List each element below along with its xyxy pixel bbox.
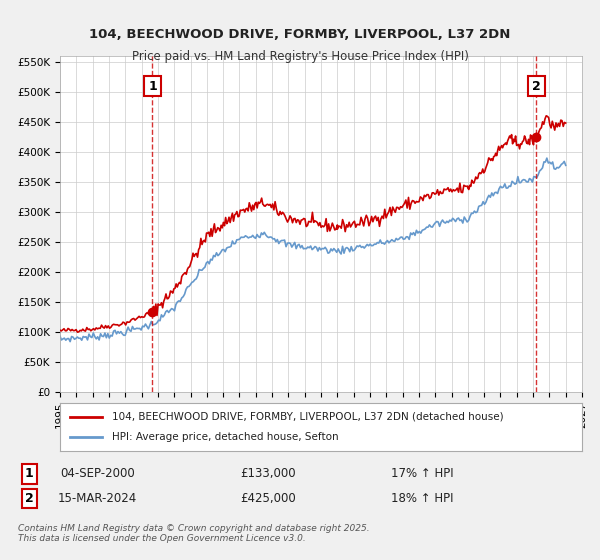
Text: Price paid vs. HM Land Registry's House Price Index (HPI): Price paid vs. HM Land Registry's House …: [131, 50, 469, 63]
Text: 15-MAR-2024: 15-MAR-2024: [58, 492, 137, 505]
Text: £425,000: £425,000: [241, 492, 296, 505]
Text: 2: 2: [532, 80, 541, 92]
Text: Contains HM Land Registry data © Crown copyright and database right 2025.
This d: Contains HM Land Registry data © Crown c…: [18, 524, 370, 543]
Text: 04-SEP-2000: 04-SEP-2000: [60, 468, 135, 480]
Text: £133,000: £133,000: [241, 468, 296, 480]
Text: 17% ↑ HPI: 17% ↑ HPI: [391, 468, 454, 480]
Text: 104, BEECHWOOD DRIVE, FORMBY, LIVERPOOL, L37 2DN (detached house): 104, BEECHWOOD DRIVE, FORMBY, LIVERPOOL,…: [112, 412, 504, 422]
Text: 2: 2: [25, 492, 34, 505]
Text: 1: 1: [148, 80, 157, 92]
Text: 104, BEECHWOOD DRIVE, FORMBY, LIVERPOOL, L37 2DN: 104, BEECHWOOD DRIVE, FORMBY, LIVERPOOL,…: [89, 28, 511, 41]
Text: 1: 1: [25, 468, 34, 480]
Text: 18% ↑ HPI: 18% ↑ HPI: [391, 492, 454, 505]
Text: HPI: Average price, detached house, Sefton: HPI: Average price, detached house, Seft…: [112, 432, 339, 442]
